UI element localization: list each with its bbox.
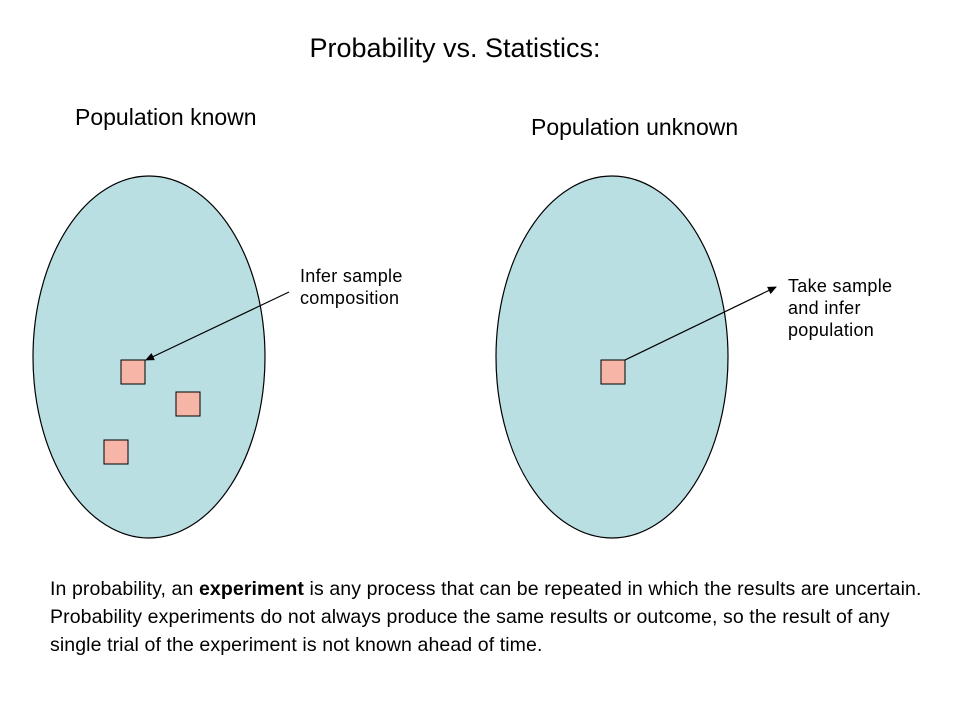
paragraph-intro: In probability, an <box>50 578 199 600</box>
population-known-ellipse <box>32 175 266 539</box>
paragraph-rest: is any process that can be repeated in w… <box>50 578 922 656</box>
heading-population-unknown: Population unknown <box>531 114 739 140</box>
infer-arrow <box>145 291 290 361</box>
sample-square-1 <box>120 359 146 385</box>
sample-square-2 <box>175 391 201 417</box>
heading-population-known: Population known <box>75 104 257 130</box>
slide-title: Probability vs. Statistics: <box>309 33 601 63</box>
term-experiment: experiment <box>198 578 305 600</box>
experiment-definition-paragraph: In probability, an experiment is any pro… <box>50 575 930 659</box>
sample-square-3 <box>103 439 129 465</box>
sample-arrow <box>624 286 777 361</box>
population-unknown-ellipse <box>495 175 729 539</box>
sample-square-right <box>600 359 626 385</box>
label-infer-sample-composition: Infer sample composition <box>300 266 403 308</box>
label-take-sample-infer-population: Take sample and infer population <box>788 276 893 340</box>
